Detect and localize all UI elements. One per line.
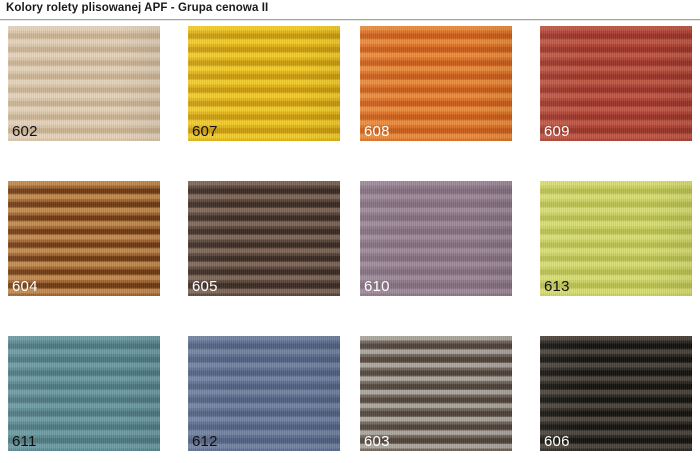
swatch-fabric-603: 603 <box>360 336 512 451</box>
page-title: Kolory rolety plisowanej APF - Grupa cen… <box>6 2 269 14</box>
swatch-code-label: 612 <box>192 433 218 450</box>
swatch-shading-overlay <box>188 181 340 296</box>
swatch-pleat-stripes <box>188 181 340 296</box>
swatch-weave-texture <box>540 181 692 296</box>
swatch-weave-texture <box>8 336 160 451</box>
swatch-shading-overlay <box>188 26 340 141</box>
swatch-cell-607[interactable]: 607 <box>188 26 340 141</box>
swatch-fabric-609: 609 <box>540 26 692 141</box>
swatch-shading-overlay <box>360 181 512 296</box>
swatch-pleat-stripes <box>8 336 160 451</box>
swatch-weave-texture <box>360 336 512 451</box>
swatch-code-label: 605 <box>192 278 218 295</box>
swatch-code-label: 607 <box>192 123 218 140</box>
swatch-code-label: 610 <box>364 278 390 295</box>
swatch-weave-texture <box>360 26 512 141</box>
swatch-cell-606[interactable]: 606 <box>540 336 692 451</box>
swatch-pleat-stripes <box>540 336 692 451</box>
swatch-fabric-602: 602 <box>8 26 160 141</box>
swatch-cell-613[interactable]: 613 <box>540 181 692 296</box>
swatch-pleat-stripes <box>8 26 160 141</box>
swatch-code-label: 603 <box>364 433 390 450</box>
swatch-pleat-stripes <box>360 181 512 296</box>
swatch-cell-608[interactable]: 608 <box>360 26 512 141</box>
swatch-weave-texture <box>188 336 340 451</box>
swatch-cell-603[interactable]: 603 <box>360 336 512 451</box>
swatch-shading-overlay <box>8 26 160 141</box>
swatch-pleat-stripes <box>540 26 692 141</box>
swatch-shading-overlay <box>8 336 160 451</box>
swatch-cell-609[interactable]: 609 <box>540 26 692 141</box>
swatch-shading-overlay <box>8 181 160 296</box>
swatch-weave-texture <box>188 26 340 141</box>
title-separator-highlight <box>0 20 700 21</box>
swatch-pleat-stripes <box>360 26 512 141</box>
swatch-code-label: 606 <box>544 433 570 450</box>
swatch-weave-texture <box>8 181 160 296</box>
swatch-grid: 602 607 608 609 604 605 610 613 611 612 603 606 <box>0 26 700 463</box>
swatch-cell-611[interactable]: 611 <box>8 336 160 451</box>
swatch-fabric-610: 610 <box>360 181 512 296</box>
swatch-shading-overlay <box>360 26 512 141</box>
swatch-weave-texture <box>540 26 692 141</box>
swatch-fabric-613: 613 <box>540 181 692 296</box>
swatch-code-label: 602 <box>12 123 38 140</box>
swatch-weave-texture <box>8 26 160 141</box>
swatch-weave-texture <box>188 181 340 296</box>
swatch-code-label: 609 <box>544 123 570 140</box>
swatch-fabric-612: 612 <box>188 336 340 451</box>
swatch-fabric-606: 606 <box>540 336 692 451</box>
swatch-weave-texture <box>360 181 512 296</box>
swatch-pleat-stripes <box>8 181 160 296</box>
swatch-code-label: 608 <box>364 123 390 140</box>
swatch-pleat-stripes <box>360 336 512 451</box>
title-separator <box>0 19 700 20</box>
swatch-shading-overlay <box>188 336 340 451</box>
swatch-shading-overlay <box>360 336 512 451</box>
swatch-code-label: 611 <box>12 433 37 450</box>
swatch-weave-texture <box>540 336 692 451</box>
swatch-code-label: 613 <box>544 278 570 295</box>
swatch-pleat-stripes <box>188 26 340 141</box>
swatch-fabric-607: 607 <box>188 26 340 141</box>
swatch-pleat-stripes <box>540 181 692 296</box>
swatch-shading-overlay <box>540 26 692 141</box>
swatch-fabric-608: 608 <box>360 26 512 141</box>
swatch-shading-overlay <box>540 336 692 451</box>
swatch-cell-605[interactable]: 605 <box>188 181 340 296</box>
swatch-cell-604[interactable]: 604 <box>8 181 160 296</box>
swatch-fabric-605: 605 <box>188 181 340 296</box>
swatch-pleat-stripes <box>188 336 340 451</box>
swatch-cell-612[interactable]: 612 <box>188 336 340 451</box>
swatch-shading-overlay <box>540 181 692 296</box>
swatch-cell-610[interactable]: 610 <box>360 181 512 296</box>
swatch-fabric-604: 604 <box>8 181 160 296</box>
swatch-code-label: 604 <box>12 278 38 295</box>
swatch-fabric-611: 611 <box>8 336 160 451</box>
swatch-cell-602[interactable]: 602 <box>8 26 160 141</box>
